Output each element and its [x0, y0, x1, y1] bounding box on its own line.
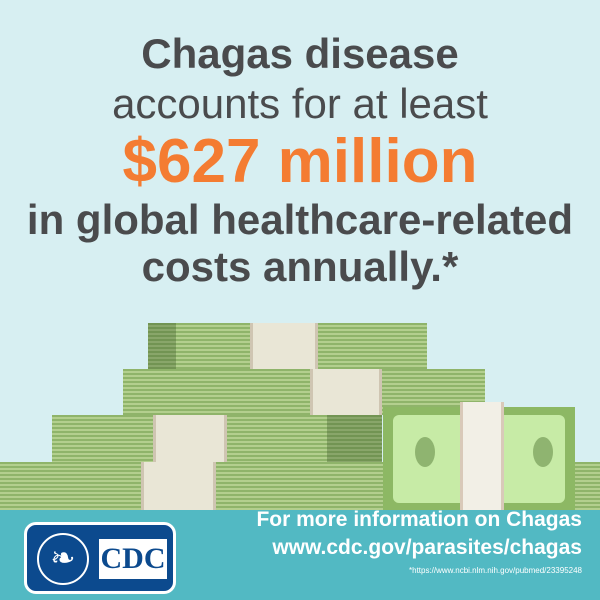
footer-banner: ❧ CDC For more information on Chagas www…: [0, 508, 600, 600]
cdc-logo-text: CDC: [99, 539, 167, 579]
money-stack: [575, 462, 600, 510]
headline-line-4: in global healthcare-related: [26, 196, 574, 243]
money-band: [141, 462, 216, 510]
headline-amount: $627 million: [122, 127, 478, 196]
dollar-bill: [383, 402, 575, 510]
cdc-url-link[interactable]: www.cdc.gov/parasites/chagas: [272, 536, 582, 559]
hhs-eagle-icon: ❧: [37, 533, 89, 585]
money-band: [460, 402, 504, 510]
more-info-text: For more information on Chagas: [256, 508, 582, 531]
money-band: [153, 415, 227, 462]
money-band: [310, 369, 382, 415]
headline-line-5: costs annually.*: [141, 243, 459, 290]
hhs-cdc-logo[interactable]: ❧ CDC: [24, 522, 176, 594]
reference-footnote: *https://www.ncbi.nlm.nih.gov/pubmed/233…: [409, 566, 582, 575]
headline-line-1: Chagas disease: [141, 30, 459, 77]
money-band: [250, 323, 318, 369]
headline-line-2: accounts for at least: [112, 80, 488, 127]
